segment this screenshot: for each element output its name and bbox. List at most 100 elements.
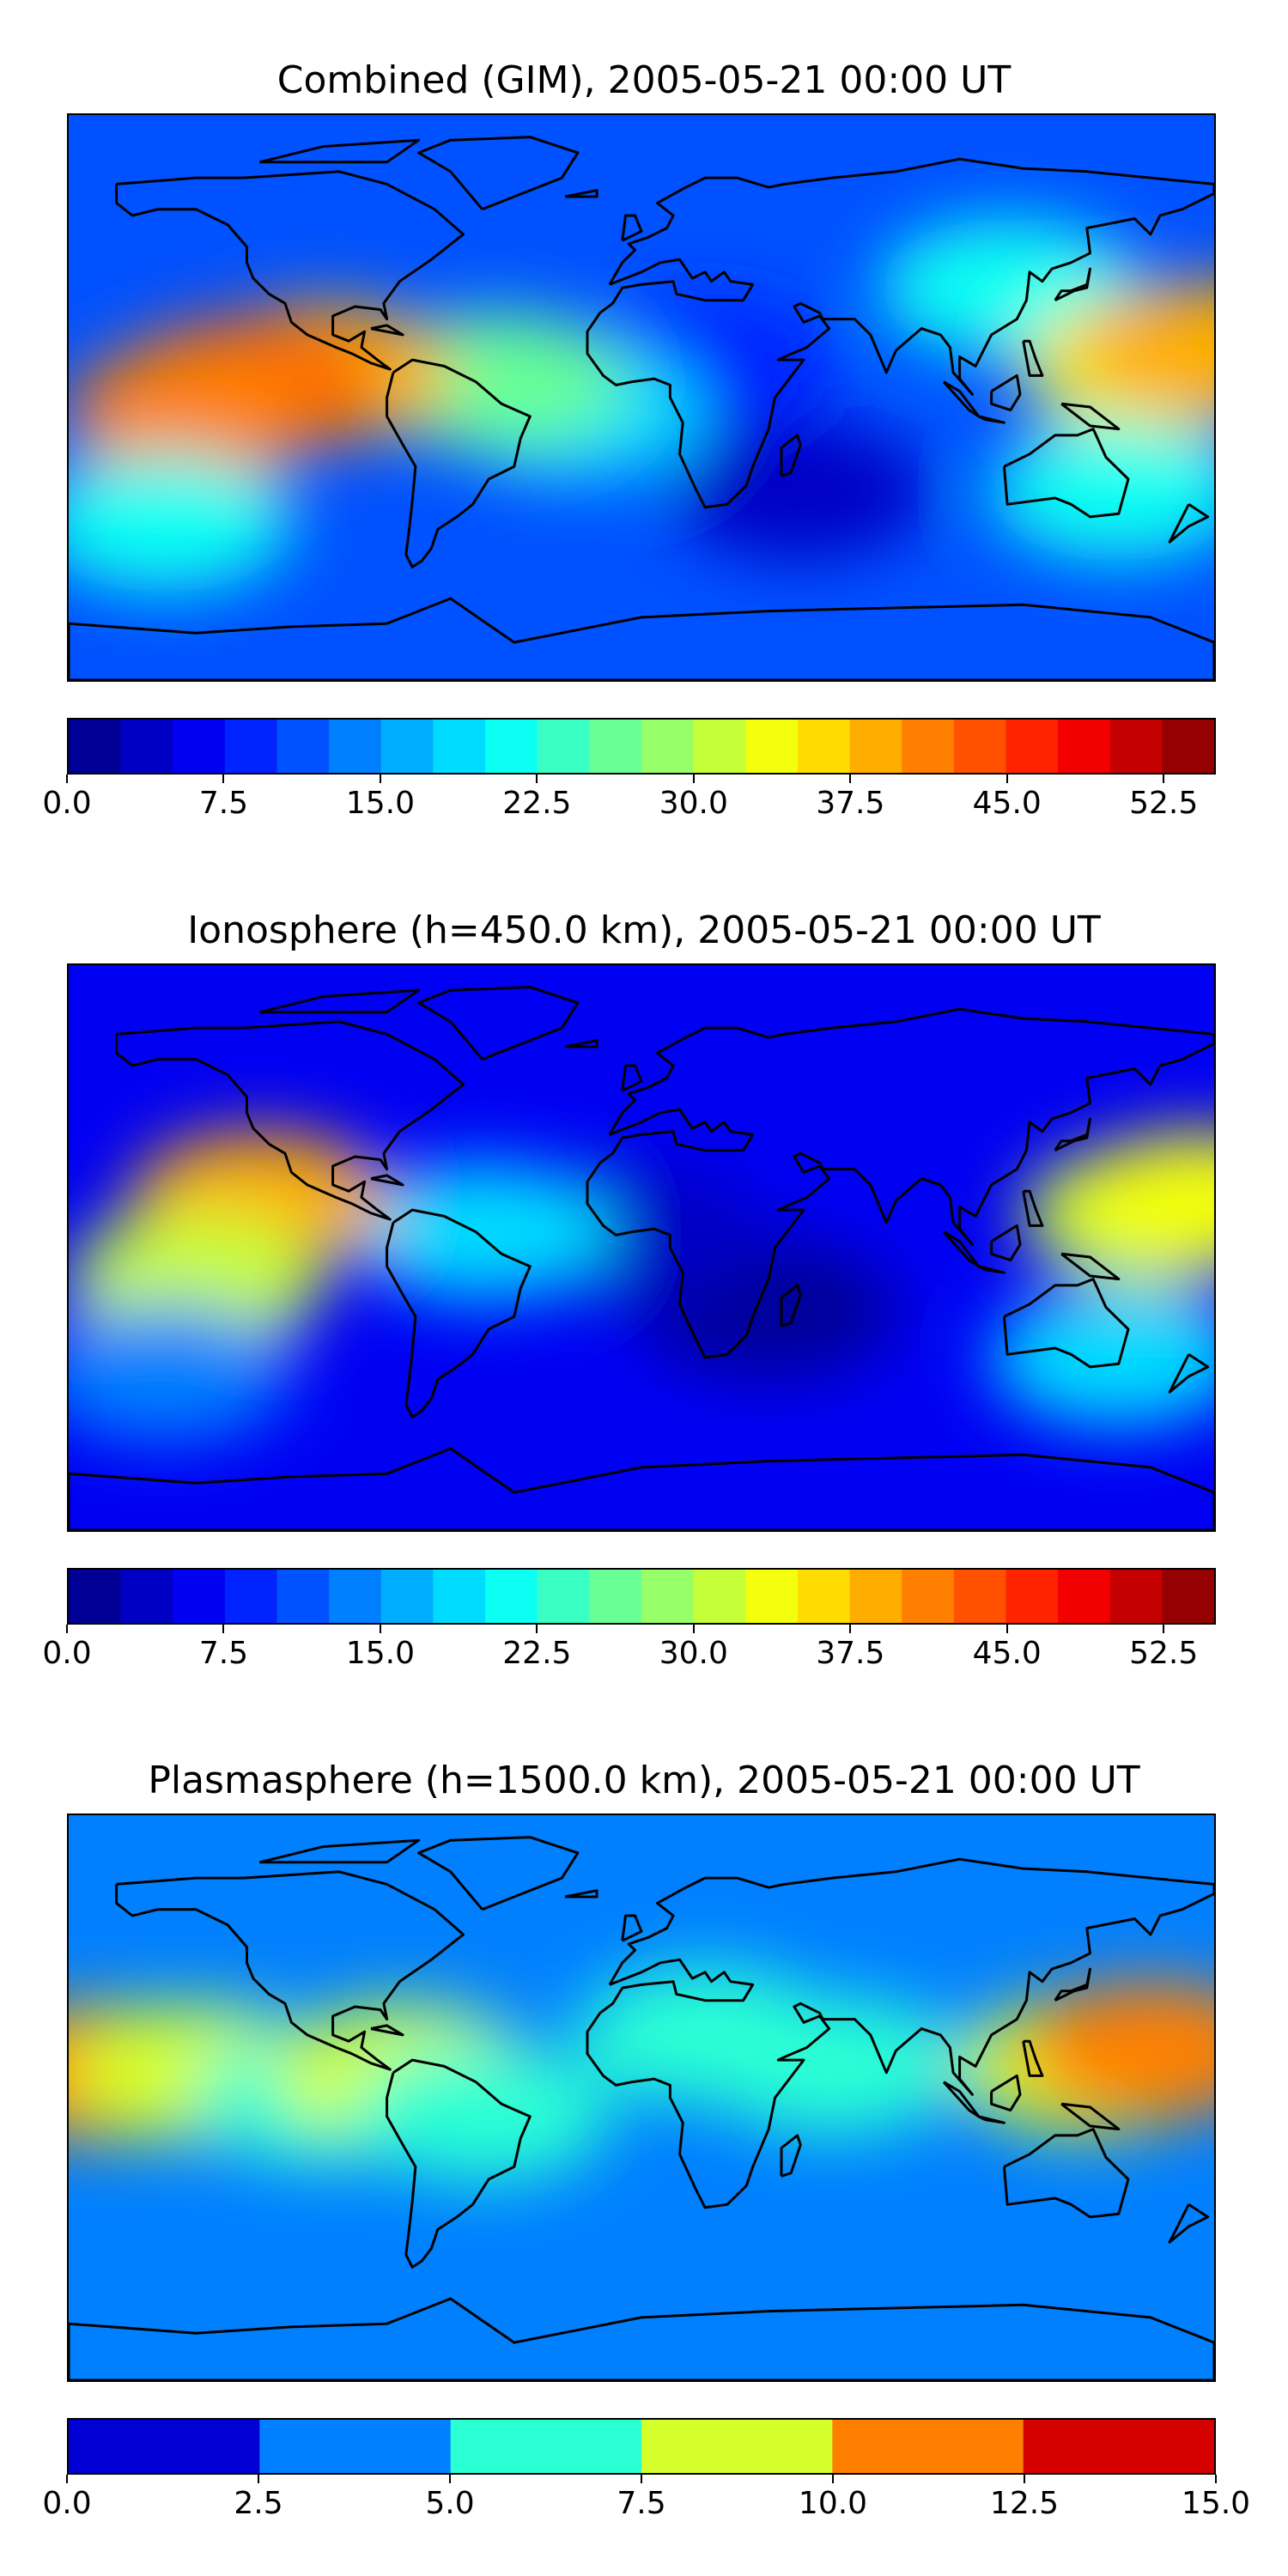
coastline bbox=[780, 1284, 802, 1327]
contour-map bbox=[69, 965, 1214, 1530]
colorbar-segment bbox=[69, 2420, 260, 2473]
chart-title: Ionosphere (h=450.0 km), 2005-05-21 00:0… bbox=[187, 908, 1101, 952]
coastline bbox=[586, 1007, 1214, 1359]
colorbar-segment bbox=[832, 2420, 1024, 2473]
coastline bbox=[417, 986, 580, 1061]
colorbar bbox=[67, 718, 1216, 775]
coastline bbox=[386, 2058, 532, 2269]
colorbar-tick bbox=[379, 775, 381, 783]
colorbar-tick-label: 30.0 bbox=[659, 1636, 728, 1671]
colorbar-segment bbox=[329, 1570, 382, 1623]
colorbar-segment bbox=[69, 1570, 122, 1623]
coastline bbox=[586, 157, 1214, 509]
colorbar-tick bbox=[692, 775, 695, 783]
coastline bbox=[258, 1838, 421, 1864]
colorbar-tick-label: 15.0 bbox=[1181, 2486, 1251, 2521]
coastline bbox=[990, 2074, 1022, 2112]
contour-map bbox=[69, 115, 1214, 680]
colorbar-tick-label: 5.0 bbox=[425, 2486, 475, 2521]
colorbar-segment bbox=[797, 1570, 851, 1623]
colorbar-tick bbox=[1215, 2475, 1217, 2483]
coastline bbox=[1168, 503, 1210, 544]
colorbar-tick bbox=[641, 2475, 642, 2483]
colorbar-segment bbox=[173, 720, 226, 773]
coastline bbox=[621, 1064, 643, 1092]
colorbar-segment bbox=[276, 720, 330, 773]
coastline bbox=[69, 2297, 1214, 2380]
colorbar-segment bbox=[433, 720, 486, 773]
colorbar-segment bbox=[745, 1570, 799, 1623]
coastline bbox=[990, 1224, 1022, 1262]
coastline bbox=[1002, 2128, 1130, 2219]
coastline bbox=[1054, 1967, 1091, 2002]
colorbar-segment bbox=[1109, 1570, 1163, 1623]
coastline bbox=[115, 1020, 465, 1221]
coastline bbox=[69, 597, 1214, 680]
colorbar-segment bbox=[259, 2420, 452, 2473]
colorbar-segment bbox=[537, 1570, 590, 1623]
colorbar-segment bbox=[693, 1570, 746, 1623]
colorbar-segment bbox=[589, 1570, 642, 1623]
coastline bbox=[115, 170, 465, 371]
value-region bbox=[989, 1288, 1214, 1426]
colorbar-scale bbox=[69, 1570, 1214, 1623]
colorbar-tick-label: 37.5 bbox=[816, 786, 885, 821]
value-region bbox=[671, 422, 930, 561]
colorbar-segment bbox=[902, 720, 955, 773]
coastline bbox=[1022, 1189, 1044, 1227]
colorbar-segment bbox=[1023, 2420, 1214, 2473]
colorbar-scale bbox=[69, 720, 1214, 773]
colorbar-tick-label: 0.0 bbox=[42, 2486, 92, 2521]
colorbar-segment bbox=[69, 720, 122, 773]
colorbar-segment bbox=[1058, 720, 1111, 773]
coastline bbox=[990, 374, 1022, 412]
chart-title: Combined (GIM), 2005-05-21 00:00 UT bbox=[276, 58, 1012, 102]
coastline bbox=[386, 1208, 532, 1419]
coastline bbox=[1002, 428, 1130, 519]
coastline bbox=[977, 415, 1005, 424]
colorbar-tick bbox=[66, 2475, 68, 2483]
colorbar-segment bbox=[1162, 1570, 1214, 1623]
colorbar-tick-label: 7.5 bbox=[617, 2486, 666, 2521]
colorbar-segment bbox=[849, 720, 902, 773]
colorbar-segment bbox=[1005, 1570, 1059, 1623]
colorbar-segment bbox=[589, 720, 642, 773]
colorbar-tick bbox=[692, 1625, 695, 1633]
colorbar-tick bbox=[849, 1625, 852, 1633]
colorbar-scale bbox=[69, 2420, 1214, 2473]
colorbar-segment bbox=[329, 720, 382, 773]
colorbar-segment bbox=[120, 1570, 173, 1623]
coastline bbox=[1054, 1117, 1091, 1152]
coastline bbox=[586, 1857, 1214, 2209]
colorbar-segment bbox=[380, 1570, 434, 1623]
value-region bbox=[353, 2044, 611, 2183]
value-region bbox=[1069, 1132, 1214, 1270]
coastline bbox=[417, 136, 580, 211]
colorbar-tick bbox=[536, 775, 538, 783]
coastline bbox=[417, 1836, 580, 1911]
colorbar-ticks: 0.0 7.5 15.0 22.5 30.0 37.5 45.0 52.5 bbox=[42, 1625, 1216, 1676]
colorbar-segment bbox=[485, 720, 538, 773]
coastline bbox=[1060, 1252, 1121, 1281]
coastline bbox=[564, 1889, 598, 1899]
colorbar-tick-label: 0.0 bbox=[42, 786, 92, 821]
colorbar-tick bbox=[832, 2475, 834, 2483]
coastline bbox=[386, 358, 532, 568]
colorbar-segment bbox=[1109, 720, 1163, 773]
coastline bbox=[1054, 267, 1091, 302]
colorbar-tick bbox=[66, 1625, 68, 1633]
coastline bbox=[977, 1265, 1005, 1274]
colorbar-segment bbox=[641, 2420, 833, 2473]
coastline bbox=[1060, 2102, 1121, 2131]
colorbar-tick-label: 52.5 bbox=[1129, 1636, 1199, 1671]
colorbar-segment bbox=[276, 1570, 330, 1623]
colorbar-tick bbox=[379, 1625, 381, 1633]
colorbar-tick-label: 2.5 bbox=[234, 2486, 283, 2521]
colorbar-segment bbox=[1058, 1570, 1111, 1623]
coastline bbox=[258, 988, 421, 1014]
coastline bbox=[69, 1447, 1214, 1530]
colorbar-segment bbox=[641, 720, 695, 773]
colorbar-segment bbox=[485, 1570, 538, 1623]
colorbar-tick-label: 52.5 bbox=[1129, 786, 1199, 821]
colorbar-segment bbox=[902, 1570, 955, 1623]
